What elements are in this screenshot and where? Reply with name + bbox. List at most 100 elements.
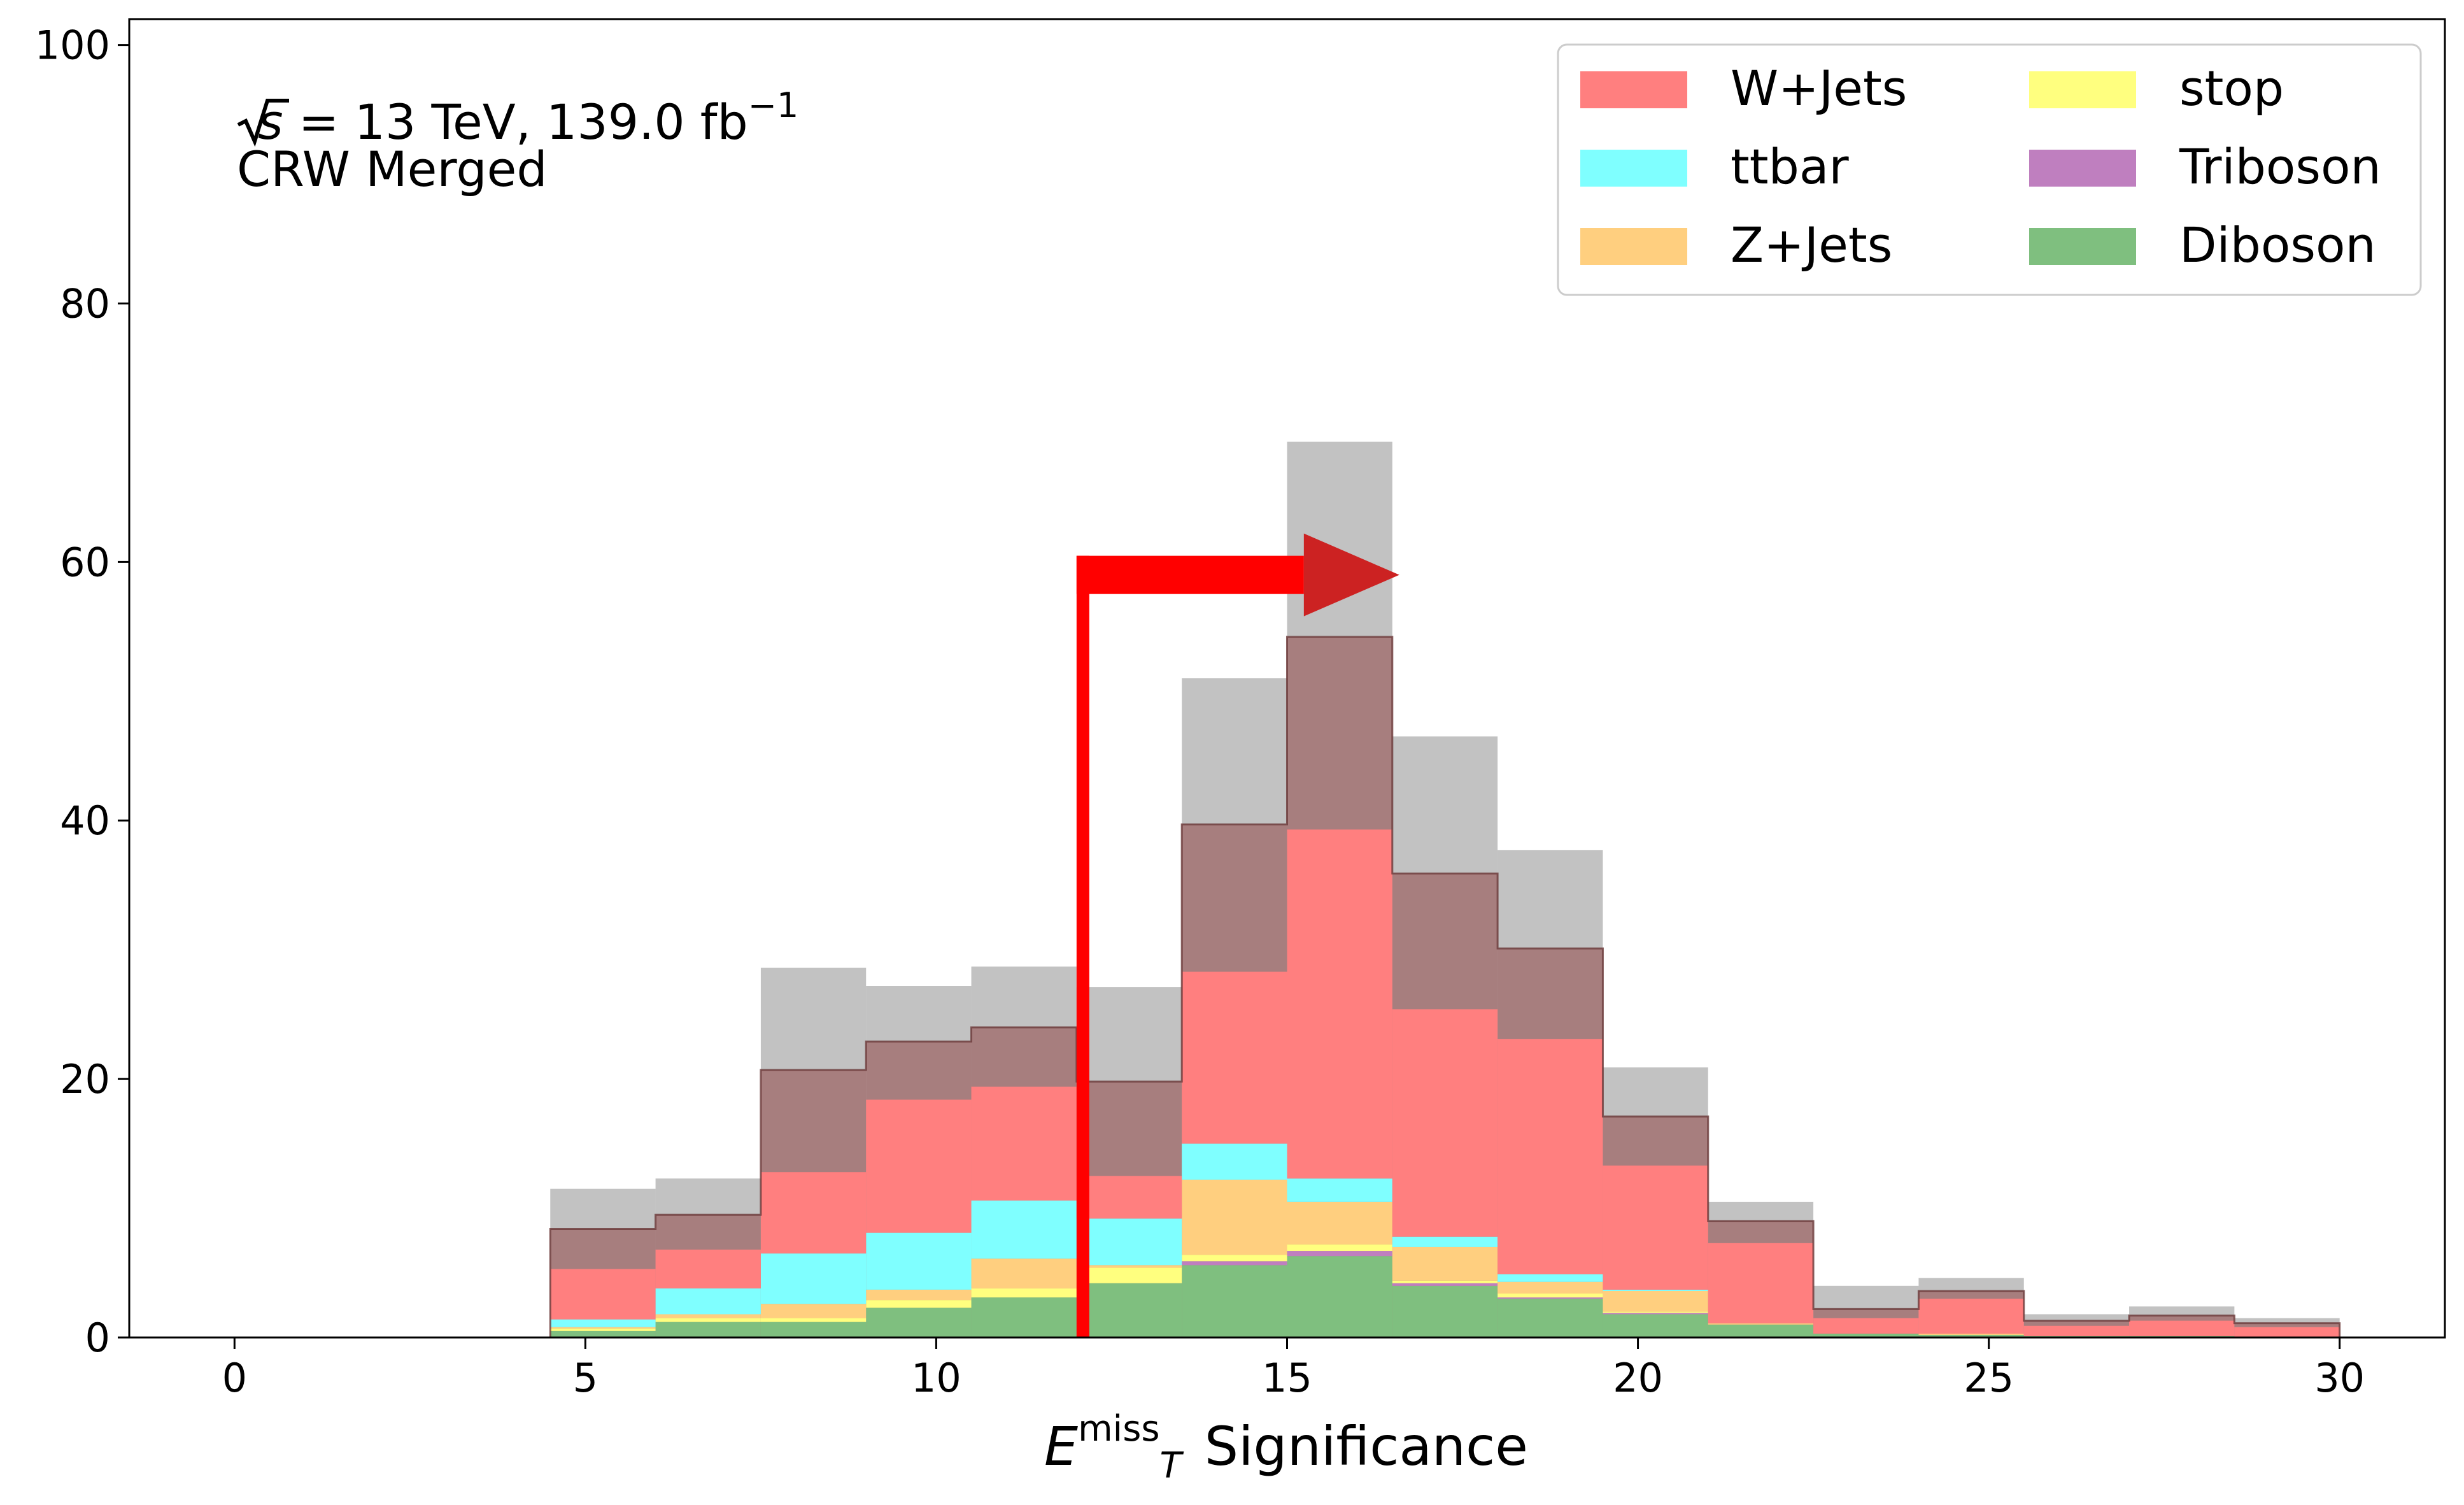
bar-w-jets <box>2234 1327 2340 1337</box>
x-tick-label: 0 <box>222 1355 247 1401</box>
bar-triboson <box>1392 1283 1498 1286</box>
bar-w-jets <box>1918 1299 2024 1334</box>
bar-diboson <box>1498 1299 1603 1337</box>
bar-diboson <box>1918 1334 2024 1337</box>
bar-diboson <box>760 1322 867 1337</box>
legend-swatch-w-jets <box>1580 71 1687 108</box>
y-tick-label: 100 <box>35 22 110 69</box>
y-tick-label: 40 <box>60 797 110 844</box>
bar-triboson <box>1287 1251 1392 1257</box>
sqrt-symbol <box>237 99 289 147</box>
legend-label-triboson: Triboson <box>2179 138 2381 195</box>
cut-arrow-head <box>1303 533 1399 617</box>
bar-stop <box>550 1328 656 1331</box>
legend-swatch-z-jets <box>1580 228 1687 265</box>
bar-diboson <box>1813 1333 1919 1337</box>
sqrt-s-var: s <box>258 94 283 150</box>
region-label: CRW Merged <box>237 141 548 197</box>
bar-triboson <box>1182 1261 1287 1266</box>
bar-z-jets <box>866 1289 972 1301</box>
y-tick-label: 60 <box>60 539 110 585</box>
bar-z-jets <box>971 1259 1077 1288</box>
bar-diboson <box>1287 1256 1392 1337</box>
bar-z-jets <box>1076 1265 1182 1268</box>
legend-swatch-stop <box>2029 71 2136 108</box>
bar-stop <box>971 1288 1077 1298</box>
bar-ttbar <box>866 1232 972 1290</box>
y-tick-label: 80 <box>60 280 110 327</box>
legend-swatch-ttbar <box>1580 150 1687 187</box>
bar-z-jets <box>1498 1281 1603 1294</box>
x-axis-title-sup: miss <box>1078 1408 1159 1450</box>
bar-z-jets <box>1918 1333 2024 1335</box>
x-tick-label: 10 <box>911 1355 961 1401</box>
bar-diboson <box>550 1330 656 1337</box>
bar-w-jets <box>655 1250 761 1288</box>
bar-ttbar <box>550 1319 656 1327</box>
legend-label-ttbar: ttbar <box>1731 138 1849 195</box>
x-tick-label: 30 <box>2314 1355 2365 1401</box>
bar-stop <box>760 1318 867 1322</box>
bar-diboson <box>971 1297 1077 1337</box>
total-outlines <box>549 636 2341 1337</box>
bar-w-jets <box>2129 1320 2235 1336</box>
stacked-bars <box>550 441 2340 1337</box>
bar-ttbar <box>1392 1236 1498 1247</box>
bar-diboson <box>1076 1283 1182 1337</box>
bar-ttbar <box>1603 1289 1708 1291</box>
bar-stop <box>1182 1255 1287 1262</box>
legend-label-w-jets: W+Jets <box>1731 60 1907 117</box>
cut-indicator <box>1076 533 1399 1338</box>
bar-diboson <box>866 1308 972 1337</box>
bar-w-jets <box>1076 1176 1182 1219</box>
bar-z-jets <box>1287 1201 1392 1245</box>
x-tick-label: 15 <box>1262 1355 1312 1401</box>
total-step-outline <box>549 636 2341 1337</box>
bar-w-jets <box>1603 1166 1708 1290</box>
bar-w-jets <box>760 1172 867 1254</box>
bar-stop <box>1076 1267 1182 1283</box>
bar-stop <box>1287 1244 1392 1252</box>
bar-diboson <box>1708 1324 1814 1337</box>
bar-ttbar <box>1076 1218 1182 1266</box>
bar-stop <box>866 1300 972 1308</box>
bar-w-jets <box>971 1087 1077 1201</box>
cut-vertical-line <box>1076 555 1089 1338</box>
plot-annotation: s = 13 TeV, 139.0 fb−1 CRW Merged <box>237 85 798 197</box>
bar-w-jets <box>1182 971 1287 1144</box>
bar-z-jets <box>550 1327 656 1329</box>
x-axis-title-main: E <box>1044 1415 1078 1478</box>
bar-ttbar <box>1498 1274 1603 1282</box>
bar-stop <box>655 1318 761 1322</box>
bar-stop <box>1392 1280 1498 1283</box>
legend-label-diboson: Diboson <box>2179 217 2376 273</box>
legend-label-z-jets: Z+Jets <box>1731 217 1892 273</box>
bar-w-jets <box>1392 1009 1498 1237</box>
bar-w-jets <box>866 1099 972 1233</box>
bar-diboson <box>1603 1314 1708 1337</box>
bar-w-jets <box>1287 829 1392 1179</box>
bar-diboson <box>655 1322 761 1337</box>
legend-swatch-triboson <box>2029 150 2136 187</box>
cut-arrow-shaft <box>1076 555 1304 594</box>
energy-lumi-label: s = 13 TeV, 139.0 fb−1 <box>258 85 798 150</box>
bar-z-jets <box>1708 1323 1814 1325</box>
y-axis: 0 20 40 60 80 100 <box>35 22 129 1361</box>
x-tick-label: 5 <box>573 1355 598 1401</box>
x-axis-title-rest: Significance <box>1205 1415 1528 1478</box>
legend-box <box>1557 43 2422 296</box>
bar-ttbar <box>971 1200 1077 1259</box>
bar-stop <box>1603 1311 1708 1313</box>
bar-w-jets <box>550 1269 656 1320</box>
x-axis: 0 5 10 15 20 25 30 <box>222 1337 2365 1401</box>
legend-label-stop: stop <box>2179 60 2284 117</box>
bar-w-jets <box>1708 1243 1814 1323</box>
bar-diboson <box>1392 1285 1498 1337</box>
bar-ttbar <box>1182 1143 1287 1180</box>
bar-z-jets <box>1392 1246 1498 1281</box>
bar-z-jets <box>1182 1180 1287 1255</box>
bar-z-jets <box>655 1314 761 1318</box>
x-tick-label: 20 <box>1613 1355 1663 1401</box>
bar-ttbar <box>1287 1178 1392 1202</box>
